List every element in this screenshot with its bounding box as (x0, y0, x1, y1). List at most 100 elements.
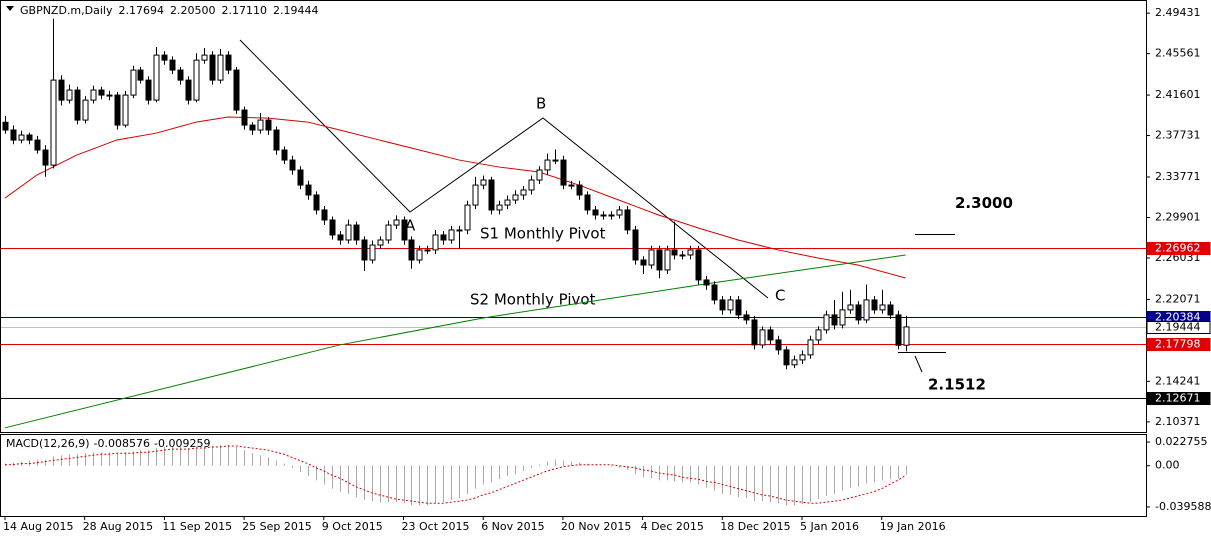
candle-body (289, 159, 296, 171)
ohlc-value: 2.19444 (273, 4, 319, 17)
candle-body (480, 179, 487, 186)
candle-body (217, 54, 224, 81)
candle-body (863, 299, 870, 321)
candle-body (496, 204, 503, 211)
pivot-label: S2 Monthly Pivot (470, 291, 596, 309)
level-label: 2.17798 (1155, 338, 1201, 351)
candle-body (209, 54, 216, 81)
candle-body (50, 79, 57, 166)
wave-label: A (405, 217, 416, 235)
candle-body (671, 249, 678, 256)
chart-header: GBPNZD.m,Daily 2.17694 2.20500 2.17110 2.194… (20, 4, 318, 17)
candle-body (153, 54, 160, 101)
wave-label: B (536, 95, 546, 113)
moving-average (4, 254, 906, 429)
x-tick-label: 19 Jan 2016 (880, 520, 946, 533)
macd-signal (5, 445, 906, 504)
candle-body (361, 239, 368, 261)
candle-body (408, 239, 415, 261)
y-tick-label: 2.14241 (1155, 374, 1201, 387)
candle-body (679, 254, 686, 257)
candle-body (751, 319, 758, 346)
candle-body (616, 209, 623, 216)
candle-body (122, 94, 129, 126)
level-label: 2.12671 (1155, 392, 1201, 405)
candle-body (66, 89, 73, 101)
x-tick-label: 6 Nov 2015 (481, 520, 544, 533)
target-pointer (914, 355, 923, 373)
candle-body (823, 314, 830, 331)
level-tag (1146, 242, 1211, 255)
ohlc-value: 2.20500 (170, 4, 216, 17)
candle-body (345, 224, 352, 241)
target-label: 2.1512 (928, 376, 986, 394)
candle-body (504, 199, 511, 206)
candle-body (281, 149, 288, 161)
level-tag (1146, 392, 1211, 405)
candle-body (855, 304, 862, 321)
candle-body (592, 209, 599, 216)
macd-title: MACD(12,26,9) (6, 437, 90, 450)
candle-body (82, 99, 89, 121)
candle-body (488, 179, 495, 211)
x-tick-label: 11 Sep 2015 (162, 520, 232, 533)
level-label: 2.26962 (1155, 242, 1201, 255)
candle-body (416, 249, 423, 261)
candle-body (735, 299, 742, 316)
candle-body (201, 54, 208, 61)
candle-body (895, 314, 902, 346)
candle-body (847, 304, 854, 311)
candle-body (106, 94, 113, 97)
x-tick-label: 28 Aug 2015 (83, 520, 153, 533)
y-tick-label: 2.22071 (1155, 292, 1201, 305)
symbol: GBPNZD.m,Daily (20, 4, 113, 17)
candle-body (759, 329, 766, 346)
candle-body (385, 224, 392, 241)
candle-body (305, 184, 312, 196)
candle-body (34, 139, 41, 151)
candle-body (656, 249, 663, 271)
candle-body (161, 54, 168, 61)
candle-body (520, 189, 527, 196)
candle-body (544, 159, 551, 171)
candle-body (703, 279, 710, 286)
candle-body (815, 329, 822, 341)
plot: 2.49431 2.45561 2.41601 2.37731 2.33771 2.299… (1, 6, 1211, 533)
candle-body (10, 129, 17, 141)
candle-body (42, 149, 49, 166)
candle-body (552, 159, 559, 162)
macd-panel (0, 434, 1147, 517)
macd-y-tick-label: -0.039588 (1155, 500, 1211, 513)
price-panel (0, 0, 1147, 433)
candle-body (775, 339, 782, 351)
candle-body (273, 129, 280, 151)
candle-body (114, 94, 121, 126)
candle-body (464, 204, 471, 231)
candle-body (185, 79, 192, 101)
candle-body (448, 229, 455, 241)
y-tick-label: 2.29901 (1155, 210, 1201, 223)
moving-average (4, 116, 906, 279)
candle-body (695, 249, 702, 281)
candle-body (871, 299, 878, 311)
candle-body (640, 259, 647, 266)
candle-body (18, 134, 25, 141)
candle-body (249, 124, 256, 131)
candle-body (711, 284, 718, 301)
candle-body (472, 184, 479, 206)
candle-body (903, 326, 910, 346)
candle-body (783, 349, 790, 366)
x-tick-label: 4 Dec 2015 (641, 520, 704, 533)
candle-body (727, 299, 734, 311)
signal-value: -0.009259 (154, 437, 210, 450)
x-tick-label: 20 Nov 2015 (561, 520, 631, 533)
y-tick-label: 2.45561 (1155, 47, 1201, 60)
candle-body (719, 299, 726, 311)
level-label: 2.19444 (1155, 321, 1201, 334)
header-triangle (6, 6, 14, 11)
candle-body (424, 249, 431, 252)
level-tag (1146, 338, 1211, 351)
candle-body (225, 54, 232, 71)
candle-body (58, 79, 65, 101)
